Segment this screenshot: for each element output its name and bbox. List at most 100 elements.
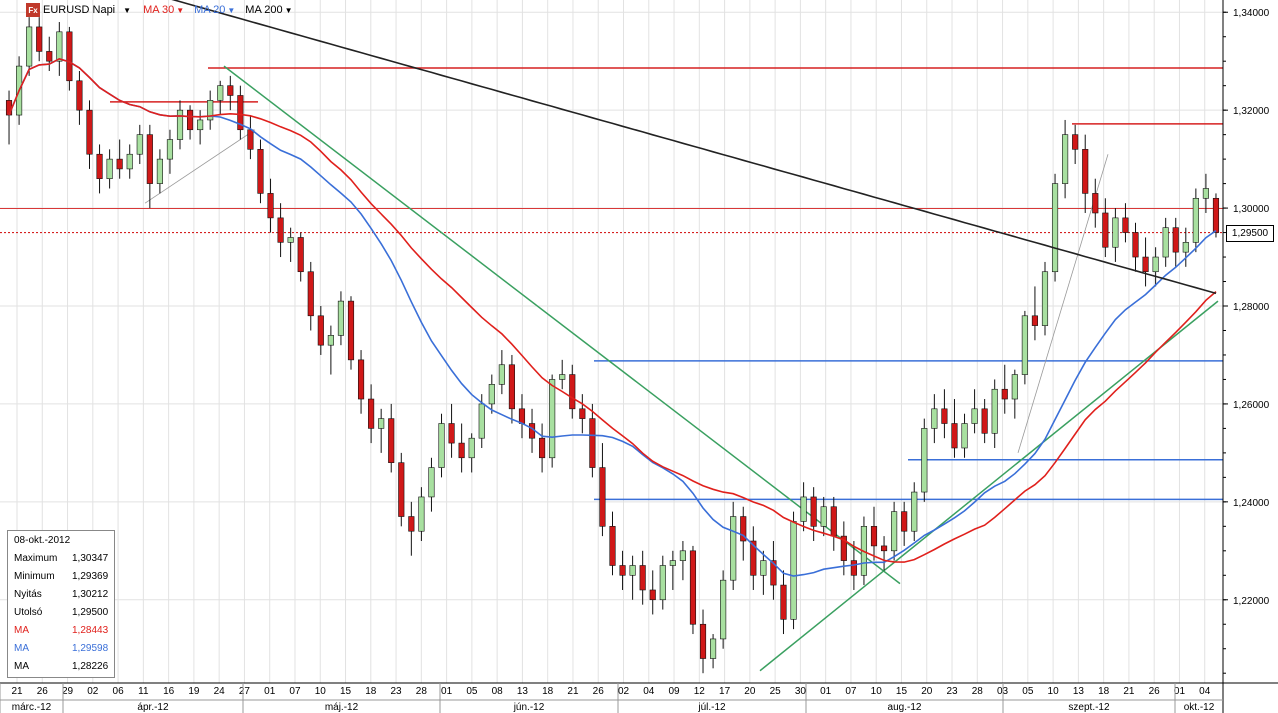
candle-down	[810, 496, 817, 527]
candle-down	[458, 442, 465, 459]
info-value: 1,30347	[72, 552, 109, 564]
candle-down	[1092, 193, 1099, 214]
candle-down	[1072, 134, 1079, 150]
y-tick-label: 1,30000	[1233, 204, 1270, 215]
candle-down	[880, 545, 888, 552]
candle-down	[408, 516, 415, 532]
candle-up	[921, 428, 928, 493]
y-tick-label: 1,32000	[1233, 106, 1270, 117]
x-tick-label: 10	[315, 686, 327, 697]
candle-up	[1202, 188, 1209, 199]
month-label: aug.-12	[888, 702, 922, 713]
ma200-dropdown-icon[interactable]: ▼	[284, 5, 293, 15]
candle-down	[237, 95, 244, 131]
ma200-label[interactable]: MA 200	[245, 4, 283, 16]
candle-up	[207, 100, 214, 121]
ma20-label[interactable]: MA 20	[194, 4, 226, 16]
candle-down	[1142, 256, 1149, 273]
candle-up	[106, 158, 113, 180]
candle-up	[197, 119, 204, 131]
x-tick-label: 06	[113, 686, 125, 697]
candle-up	[549, 379, 556, 459]
x-tick-label: 24	[214, 686, 226, 697]
x-tick-label: 18	[1098, 686, 1110, 697]
candle-up	[478, 403, 485, 439]
candle-up	[891, 511, 898, 552]
symbol-label[interactable]: EURUSD Napi	[43, 4, 116, 16]
candle-up	[337, 300, 345, 336]
candle-down	[398, 462, 405, 517]
candle-up	[378, 418, 385, 429]
ma20-dropdown-icon[interactable]: ▼	[227, 5, 236, 15]
ma30-dropdown-icon[interactable]: ▼	[176, 5, 185, 15]
candle-down	[639, 565, 646, 591]
x-tick-label: 01	[820, 686, 832, 697]
candle-up	[559, 374, 566, 380]
x-tick-label: 01	[441, 686, 453, 697]
ma30-label[interactable]: MA 30	[143, 4, 175, 16]
candle-down	[247, 129, 254, 150]
info-key: Nyitás	[14, 588, 42, 600]
x-tick-label: 23	[391, 686, 403, 697]
x-tick-label: 27	[239, 686, 251, 697]
x-tick-label: 07	[289, 686, 301, 697]
candle-down	[267, 193, 274, 219]
candle-down	[86, 109, 93, 155]
info-row: MA 1,28226	[8, 657, 114, 675]
candle-up	[971, 408, 978, 424]
month-label: márc.-12	[12, 702, 52, 713]
candle-down	[1172, 227, 1179, 253]
candle-down	[1082, 149, 1089, 194]
x-tick-label: 21	[567, 686, 579, 697]
candle-up	[56, 31, 63, 62]
x-tick-label: 05	[466, 686, 478, 697]
symbol-dropdown-icon[interactable]: ▼	[123, 5, 132, 15]
info-row: Nyitás 1,30212	[8, 585, 114, 603]
candle-down	[840, 535, 847, 561]
candle-up	[488, 384, 495, 405]
candle-up	[1041, 271, 1049, 326]
candle-up	[498, 364, 505, 385]
x-tick-label: 13	[517, 686, 529, 697]
candle-down	[649, 589, 656, 601]
candle-down	[388, 418, 395, 463]
candle-up	[166, 139, 174, 160]
x-tick-label: 20	[744, 686, 756, 697]
candle-up	[790, 521, 797, 620]
y-tick-label: 1,26000	[1233, 400, 1270, 411]
x-tick-label: 01	[264, 686, 276, 697]
info-value: 1,30212	[72, 588, 109, 600]
candle-down	[96, 153, 103, 180]
info-key: MA	[14, 624, 29, 636]
candle-up	[710, 638, 717, 659]
candle-up	[1112, 217, 1119, 248]
x-tick-label: 01	[1174, 686, 1186, 697]
x-tick-label: 09	[668, 686, 680, 697]
candle-up	[911, 491, 918, 532]
x-tick-label: 18	[365, 686, 377, 697]
candle-up	[1021, 315, 1028, 375]
candle-down	[699, 623, 707, 659]
candle-up	[820, 506, 827, 527]
candle-down	[1102, 212, 1109, 248]
info-date: 08-okt.-2012	[14, 534, 71, 546]
x-tick-label: 15	[340, 686, 352, 697]
trend-line	[144, 129, 256, 204]
candle-down	[941, 408, 948, 424]
candle-up	[961, 423, 968, 449]
candle-down	[901, 511, 908, 532]
candle-up	[327, 335, 334, 346]
fx-logo-icon: Fx	[26, 3, 40, 17]
candle-down	[830, 506, 837, 537]
y-tick-label: 1,24000	[1233, 498, 1270, 509]
candle-up	[720, 579, 727, 640]
candle-up	[1182, 242, 1189, 253]
candle-up	[468, 437, 475, 459]
info-key: Minimum	[14, 570, 55, 582]
candle-down	[277, 217, 284, 243]
candle-up	[428, 467, 435, 498]
candle-down	[750, 540, 757, 576]
candle-up	[1162, 227, 1169, 258]
candle-down	[46, 51, 53, 62]
